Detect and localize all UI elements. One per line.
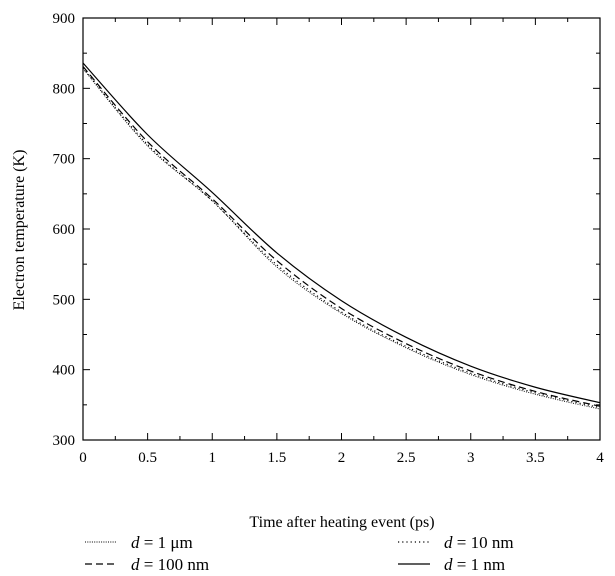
legend-label: d = 100 nm bbox=[131, 555, 209, 574]
legend-label: d = 10 nm bbox=[444, 533, 514, 552]
y-tick-label: 500 bbox=[53, 292, 76, 308]
y-axis-title: Electron temperature (K) bbox=[11, 150, 28, 311]
y-tick-label: 700 bbox=[53, 152, 76, 168]
legend-label: d = 1 μm bbox=[131, 533, 193, 552]
legend: d = 1 μm d = 10 nmd = 100 nm d = 1 nm bbox=[85, 533, 514, 574]
y-tick-label: 600 bbox=[53, 222, 76, 238]
x-tick-label: 3.5 bbox=[526, 450, 545, 466]
x-axis-title: Time after heating event (ps) bbox=[249, 514, 434, 531]
x-tick-label: 1.5 bbox=[268, 450, 287, 466]
series-line-2 bbox=[83, 66, 600, 407]
legend-item-1: d = 10 nm bbox=[398, 533, 514, 552]
legend-value: = 100 nm bbox=[140, 555, 210, 574]
series-line-1 bbox=[83, 67, 600, 409]
plot-frame bbox=[82, 17, 601, 441]
x-axis: 0 0.5 1 1.5 2 2.5 3 3.5 4 bbox=[79, 18, 604, 466]
legend-label: d = 1 nm bbox=[444, 555, 505, 574]
y-axis: 300 400 500 600 700 800 900 bbox=[53, 11, 600, 449]
plot-area bbox=[82, 17, 601, 441]
series-line-3 bbox=[83, 62, 600, 404]
y-tick-label: 300 bbox=[53, 433, 76, 449]
legend-item-0: d = 1 μm bbox=[85, 533, 193, 552]
legend-var: d bbox=[131, 555, 140, 574]
legend-value: = 1 nm bbox=[453, 555, 506, 574]
legend-item-2: d = 100 nm bbox=[85, 555, 209, 574]
legend-unit: μm bbox=[170, 533, 192, 552]
x-tick-label: 1 bbox=[209, 450, 217, 466]
legend-var: d bbox=[131, 533, 140, 552]
x-tick-label: 3 bbox=[467, 450, 475, 466]
legend-item-3: d = 1 nm bbox=[398, 555, 505, 574]
legend-var: d bbox=[444, 533, 453, 552]
legend-var: d bbox=[444, 555, 453, 574]
y-tick-label: 800 bbox=[53, 81, 76, 97]
x-tick-label: 2.5 bbox=[397, 450, 416, 466]
x-tick-label: 2 bbox=[338, 450, 346, 466]
legend-value: = 1 bbox=[140, 533, 171, 552]
x-tick-label: 0 bbox=[79, 450, 87, 466]
y-tick-label: 900 bbox=[53, 11, 76, 27]
y-tick-label: 400 bbox=[53, 363, 76, 379]
x-tick-label: 0.5 bbox=[138, 450, 157, 466]
series-line-0 bbox=[83, 68, 600, 410]
x-tick-label: 4 bbox=[596, 450, 604, 466]
legend-value: = 10 nm bbox=[453, 533, 514, 552]
